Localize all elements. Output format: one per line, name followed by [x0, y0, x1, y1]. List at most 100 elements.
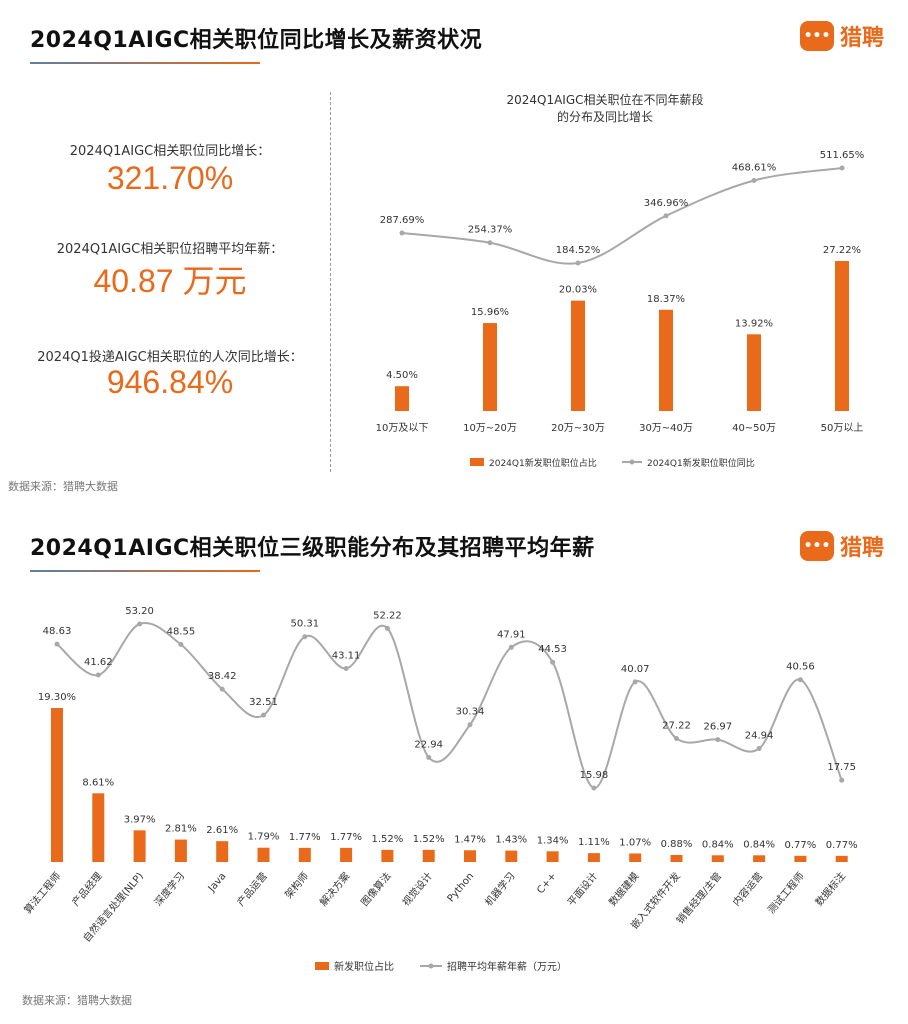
x-tick-label: 产品运营	[234, 870, 270, 909]
line-point	[487, 240, 493, 246]
line-value-label: 44.53	[538, 644, 567, 655]
bar	[835, 261, 849, 411]
bar-value-label: 4.50%	[386, 370, 418, 381]
x-tick-label: 架构师	[282, 870, 311, 901]
line-value-label: 41.62	[84, 657, 113, 668]
line-point	[591, 785, 597, 791]
line-value-label: 511.65%	[820, 150, 865, 161]
x-tick-label: 10万~20万	[463, 423, 517, 434]
line-value-label: 26.97	[703, 722, 732, 733]
bar-value-label: 2.81%	[165, 824, 197, 835]
bar	[505, 850, 518, 862]
x-tick-label: 内容运营	[730, 870, 766, 909]
line-point	[839, 165, 845, 171]
legend-bar-label: 新发职位占比	[334, 960, 394, 973]
bar-value-label: 1.11%	[578, 837, 610, 848]
line-value-label: 50.31	[290, 619, 319, 630]
bar	[629, 853, 642, 862]
bar	[92, 793, 105, 862]
line-value-label: 40.56	[786, 662, 815, 673]
line-value-label: 22.94	[414, 739, 443, 750]
bar-value-label: 3.97%	[124, 814, 156, 825]
x-tick-label: 产品经理	[69, 870, 105, 909]
bar	[298, 847, 311, 862]
bar	[51, 708, 63, 862]
line-value-label: 43.11	[332, 650, 361, 661]
data-source-2: 数据来源：猎聘大数据	[22, 994, 132, 1007]
legend-line-marker	[629, 459, 635, 465]
line-point	[663, 213, 669, 219]
x-tick-label: 视觉设计	[399, 870, 435, 909]
line-value-label: 38.42	[208, 671, 237, 682]
bar	[216, 841, 229, 862]
line-point	[54, 641, 60, 647]
bar-value-label: 0.77%	[785, 840, 817, 851]
line-point	[219, 686, 225, 692]
bar-value-label: 0.77%	[826, 840, 858, 851]
brand-logo-text: 猎聘	[840, 536, 885, 561]
x-tick-label: 40~50万	[732, 423, 776, 434]
stat-label-2: 2024Q1AIGC相关职位招聘平均年薪：	[56, 242, 284, 257]
bar-value-label: 1.43%	[495, 835, 527, 846]
line-point	[178, 641, 184, 647]
x-tick-label: 深度学习	[152, 870, 188, 909]
line-point	[467, 722, 473, 728]
line-point	[399, 230, 405, 236]
x-tick-label: Python	[446, 871, 477, 905]
line-point	[797, 677, 803, 683]
bar	[133, 830, 146, 862]
section1-title-underline	[30, 62, 260, 64]
line-point	[575, 260, 581, 266]
line-value-label: 53.20	[125, 606, 154, 617]
bar	[422, 849, 435, 862]
x-tick-label: 解决方案	[317, 870, 353, 909]
x-tick-label: 50万以上	[821, 422, 864, 434]
bar	[174, 839, 187, 862]
brand-logo-text: 猎聘	[840, 26, 885, 51]
legend-bar-label: 2024Q1新发职位职位占比	[489, 457, 597, 469]
stat-label-1: 2024Q1AIGC相关职位同比增长：	[69, 144, 271, 159]
brand-logo: ••• 猎聘	[800, 20, 884, 52]
bar-value-label: 15.96%	[471, 307, 509, 318]
line-value-label: 287.69%	[380, 215, 425, 226]
bar-value-label: 0.84%	[743, 839, 775, 850]
bar-value-label: 13.92%	[735, 318, 773, 329]
line-point	[715, 737, 721, 743]
line-point	[508, 644, 514, 650]
legend-bar-swatch	[470, 458, 484, 466]
bar	[659, 309, 673, 411]
line-value-label: 32.51	[249, 697, 278, 708]
function-distribution-chart: 19.30%算法工程师8.61%产品经理3.97%自然语言处理(NLP)2.81…	[21, 606, 858, 973]
bar-value-label: 0.84%	[702, 839, 734, 850]
line-point	[550, 659, 556, 665]
chart1-title: 2024Q1AIGC相关职位在不同年薪段	[506, 92, 703, 107]
bar-value-label: 1.77%	[289, 832, 321, 843]
line-value-label: 254.37%	[468, 225, 513, 236]
line-value-label: 346.96%	[644, 198, 689, 209]
chart1-title: 的分布及同比增长	[557, 109, 653, 124]
x-tick-label: 图像算法	[358, 870, 394, 909]
line-point	[343, 665, 349, 671]
bar	[835, 855, 848, 862]
line-value-label: 468.61%	[732, 162, 777, 173]
bar-value-label: 1.34%	[537, 835, 569, 846]
bar	[571, 300, 585, 411]
stat-value-2: 40.87 万元	[93, 263, 247, 299]
bar	[546, 851, 559, 862]
bar	[747, 334, 761, 411]
bar	[711, 855, 724, 862]
line-value-label: 27.22	[662, 720, 691, 731]
x-tick-label: 30万~40万	[639, 423, 693, 434]
line-point	[302, 634, 308, 640]
x-tick-label: Java	[206, 871, 229, 895]
bar	[670, 854, 683, 862]
bar-value-label: 27.22%	[823, 245, 861, 256]
bar-value-label: 1.07%	[619, 837, 651, 848]
bar	[753, 855, 766, 862]
line-point	[839, 777, 845, 783]
stat-value-3: 946.84%	[106, 364, 234, 400]
legend-bar-swatch	[315, 962, 329, 970]
bar-value-label: 1.77%	[330, 832, 362, 843]
bar-value-label: 2.61%	[206, 825, 238, 836]
